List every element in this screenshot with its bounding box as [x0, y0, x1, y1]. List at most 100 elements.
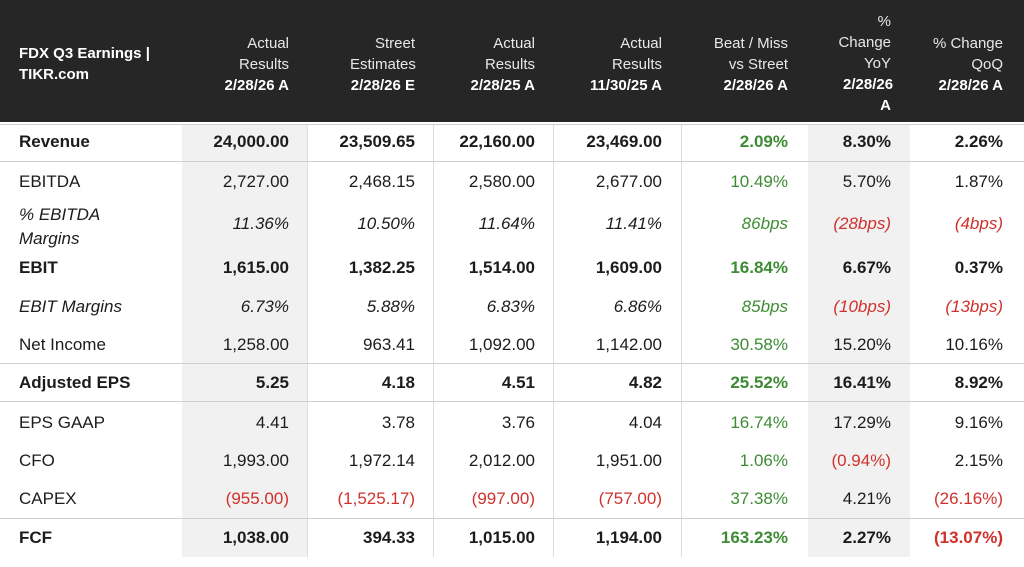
table-cell: 11.36% [232, 214, 289, 233]
table-cell: 1,514.00 [468, 258, 535, 277]
table-cell: (4bps) [954, 214, 1003, 233]
table-cell: 1,951.00 [595, 451, 662, 470]
table-cell: 22,160.00 [459, 132, 535, 151]
row-label: Net Income [19, 335, 106, 354]
table-cell: 5.70% [842, 172, 891, 191]
table-cell: 2.26% [954, 132, 1003, 151]
table-cell: 2.09% [739, 132, 788, 151]
table-cell: 5.25 [255, 373, 289, 392]
table-cell: 2,727.00 [222, 172, 289, 191]
column-header-date: 2/28/26 A [224, 77, 290, 94]
table-cell: 6.73% [240, 297, 289, 316]
table-cell: 1,038.00 [222, 528, 289, 547]
row-label: Adjusted EPS [19, 373, 131, 392]
row-separator [0, 363, 1024, 364]
table-cell: 2.15% [954, 451, 1003, 470]
table-cell: 2.27% [842, 528, 891, 547]
column-header: Actual Results 2/28/25 A [425, 33, 536, 96]
table-cell: (26.16%) [934, 489, 1003, 508]
column-header-label: % Change QoQ [932, 35, 1003, 73]
table-cell: 23,469.00 [586, 132, 662, 151]
column-header-date: 2/28/26 A [843, 76, 894, 114]
row-separator [0, 518, 1024, 519]
table-cell: 85bps [741, 297, 788, 316]
table-cell: 1.87% [954, 172, 1003, 191]
table-cell: 5.88% [366, 297, 415, 316]
table-cell: 9.16% [954, 413, 1003, 432]
table-cell: 8.92% [954, 373, 1003, 392]
table-cell: (28bps) [833, 214, 891, 233]
row-label: CFO [19, 451, 55, 470]
row-label: EBIT Margins [19, 297, 122, 316]
table-cell: 8.30% [842, 132, 891, 151]
row-label: % EBITDA Margins [19, 205, 100, 248]
column-header: Actual Results 11/30/25 A [552, 33, 662, 96]
table-cell: 16.41% [833, 373, 891, 392]
table-cell: 1.06% [739, 451, 788, 470]
table-cell: 15.20% [833, 335, 891, 354]
table-cell: 6.83% [486, 297, 535, 316]
table-cell: (10bps) [833, 297, 891, 316]
shaded-column-yoy [808, 124, 910, 557]
table-cell: (13.07%) [934, 528, 1003, 547]
table-cell: 10.50% [357, 214, 415, 233]
column-header-label: Actual Results [611, 35, 662, 73]
table-cell: 16.84% [730, 258, 788, 277]
table-cell: 1,972.14 [348, 451, 415, 470]
table-cell: 4.41 [255, 413, 289, 432]
table-cell: 3.78 [381, 413, 415, 432]
column-header: Actual Results 2/28/26 A [159, 33, 290, 96]
table-cell: 0.37% [954, 258, 1003, 277]
table-cell: 10.16% [945, 335, 1003, 354]
column-header-label: Street Estimates [350, 35, 416, 73]
row-separator [0, 124, 1024, 125]
table-cell: 1,015.00 [468, 528, 535, 547]
table-cell: 1,142.00 [595, 335, 662, 354]
table-title: FDX Q3 Earnings | TIKR.com [19, 45, 150, 83]
table-cell: 6.67% [842, 258, 891, 277]
table-cell: 3.76 [501, 413, 535, 432]
table-cell: 17.29% [833, 413, 891, 432]
table-cell: 10.49% [730, 172, 788, 191]
column-header-label: Actual Results [238, 35, 289, 73]
table-cell: (997.00) [471, 489, 535, 508]
table-cell: 4.18 [381, 373, 415, 392]
table-cell: 11.64% [478, 214, 535, 233]
table-cell: (955.00) [225, 489, 289, 508]
row-separator [0, 401, 1024, 402]
row-label: EPS GAAP [19, 413, 105, 432]
table-cell: 30.58% [730, 335, 788, 354]
table-cell: (1,525.17) [337, 489, 416, 508]
table-cell: 1,993.00 [222, 451, 289, 470]
row-separator [0, 161, 1024, 162]
table-cell: 1,258.00 [222, 335, 289, 354]
table-cell: 4.21% [842, 489, 891, 508]
table-cell: 86bps [741, 214, 788, 233]
table-header: FDX Q3 Earnings | TIKR.com Actual Result… [0, 0, 1024, 122]
table-cell: 16.74% [730, 413, 788, 432]
table-cell: 1,382.25 [348, 258, 415, 277]
column-header-date: 11/30/25 A [589, 77, 662, 94]
column-header-label: Actual Results [484, 35, 535, 73]
table-cell: 11.41% [605, 214, 662, 233]
table-cell: 394.33 [363, 528, 415, 547]
table-cell: 1,194.00 [595, 528, 662, 547]
table-cell: 2,012.00 [468, 451, 535, 470]
column-divider [553, 124, 554, 557]
table-cell: 37.38% [730, 489, 788, 508]
column-header-date: 2/28/26 A [938, 77, 1004, 94]
column-header-label: % Change YoY [838, 13, 891, 72]
table-cell: 2,677.00 [595, 172, 662, 191]
column-header-date: 2/28/25 A [470, 77, 536, 94]
column-divider [307, 124, 308, 557]
row-label: CAPEX [19, 489, 77, 508]
row-label: FCF [19, 528, 53, 547]
column-header: % Change YoY 2/28/26 A [827, 11, 894, 116]
table-cell: 4.51 [501, 373, 535, 392]
column-divider [433, 124, 434, 557]
table-cell: 2,580.00 [468, 172, 535, 191]
table-cell: 2,468.15 [348, 172, 415, 191]
column-divider [681, 124, 682, 557]
table-cell: 23,509.65 [339, 132, 415, 151]
